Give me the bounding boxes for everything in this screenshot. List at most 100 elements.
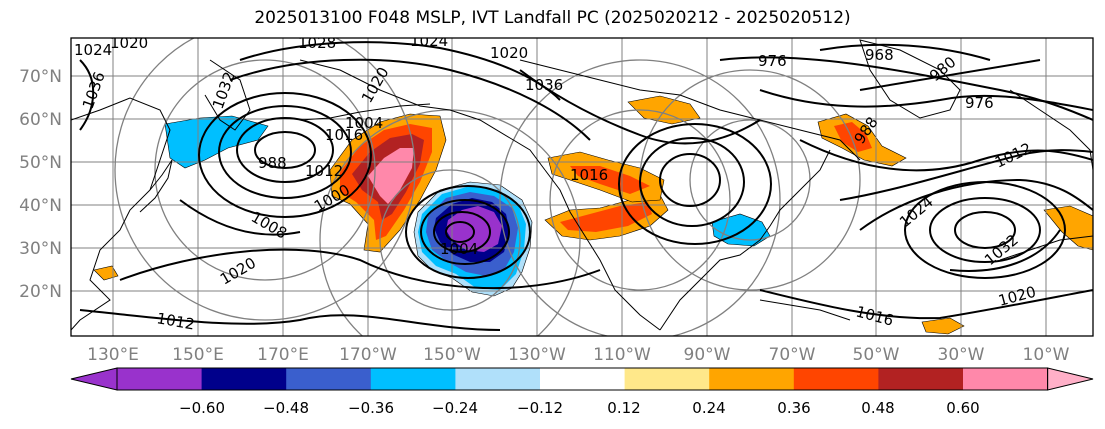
isobar-low-kamchatka-3 (218, 105, 352, 199)
colorbar-segment (370, 368, 456, 390)
coast-north-america-west (544, 169, 661, 331)
isobar-low-east-3 (618, 123, 772, 245)
ivt-labrador-red (834, 122, 872, 152)
isobar-low-kamchatka-2 (236, 117, 334, 183)
isobar-1036-west (79, 59, 95, 131)
isobar-label-1012-w: 1012 (305, 162, 343, 180)
colorbar-tick-6: 0.24 (692, 399, 726, 417)
isobar-label-976-e: 976 (965, 94, 994, 112)
isobar-low-kamchatka-4 (198, 92, 372, 218)
lon-label-30w: 30°W (937, 345, 985, 365)
range-rings (114, 38, 861, 336)
isobar-label-1020-nw: 1020 (110, 34, 148, 52)
colorbar-tick-0: −0.60 (179, 399, 225, 417)
colorbar-tick-3: −0.24 (432, 399, 478, 417)
colorbar-tick-1: −0.48 (263, 399, 309, 417)
lat-label-70n: 70°N (19, 67, 62, 87)
figure-title: 2025013100 F048 MSLP, IVT Landfall PC (2… (254, 8, 851, 28)
colorbar-segment (201, 368, 287, 390)
map-frame (70, 37, 1094, 337)
colorbar-tick-7: 0.36 (777, 399, 811, 417)
ivt-africa-orange (921, 317, 965, 335)
mslp-isobars (79, 41, 1093, 331)
isobar-968 (819, 43, 991, 61)
isobar-label-1024-n: 1024 (410, 32, 448, 50)
isobar-label-976-n: 976 (758, 52, 787, 70)
coast-aleutians (299, 103, 431, 121)
lon-label-130e: 130°E (87, 345, 139, 365)
isobar-low-east-2 (639, 137, 745, 227)
isobar-label-1004-bering: 1004 (345, 114, 383, 132)
ivt-rockies-red (570, 166, 650, 194)
isobar-1024-north (229, 58, 591, 141)
lon-label-170w: 170°W (339, 345, 397, 365)
isobar-1016-atlantic (759, 289, 1093, 320)
isobar-low-pacific-4 (405, 185, 531, 279)
colorbar-tick-2: −0.36 (348, 399, 394, 417)
isobar-988 (759, 89, 1093, 111)
isobar-high-atlantic-2 (929, 197, 1041, 263)
lat-label-30n: 30°N (19, 239, 62, 259)
isobar-1020-atl (859, 178, 1093, 231)
isobar-label-968: 968 (865, 46, 894, 64)
isobar-label-1028: 1028 (298, 34, 336, 52)
colorbar-segment (793, 368, 879, 390)
isobar-label-1020-n: 1020 (490, 44, 528, 62)
isobar-label-1024-nw: 1024 (74, 41, 112, 59)
colorbar-tick-5: 0.12 (607, 399, 641, 417)
isobar-1032-atl (949, 229, 1061, 272)
isobar-high-atlantic-1 (954, 211, 1016, 249)
lon-label-110w: 110°W (593, 345, 651, 365)
colorbar-extend-low (70, 367, 118, 391)
colorbar-tick-9: 0.60 (946, 399, 980, 417)
isobar-1016-na (519, 69, 761, 145)
lon-label-130w: 130°W (508, 345, 566, 365)
isobar-label-1016-na: 1016 (570, 166, 608, 184)
lon-label-50w: 50°W (852, 345, 900, 365)
colorbar-segment (963, 368, 1049, 390)
lat-label-60n: 60°N (19, 110, 62, 130)
isobar-low-kamchatka-1 (254, 131, 316, 169)
isobar-label-1036-n: 1036 (525, 76, 563, 94)
lat-label-20n: 20°N (19, 282, 62, 302)
isobar-976 (719, 56, 1093, 121)
colorbar (70, 367, 1094, 391)
lon-label-70w: 70°W (768, 345, 816, 365)
isobar-980 (859, 59, 1041, 91)
colorbar-segment (540, 368, 626, 390)
ivt-positive-anomaly (93, 95, 1093, 335)
colorbar-extend-high (1047, 367, 1094, 391)
coast-japan (139, 159, 173, 213)
lat-label-50n: 50°N (19, 153, 62, 173)
coast-europe (1009, 89, 1093, 171)
coast-alaska (299, 59, 546, 171)
isobar-low-pacific-1 (445, 221, 475, 243)
coast-caribbean (759, 299, 851, 321)
coast-canada-arctic (519, 59, 861, 161)
isobar-low-east-1 (659, 153, 721, 207)
isobar-label-988-w: 988 (258, 154, 287, 172)
lon-label-10w: 10°W (1022, 345, 1070, 365)
isobar-low-pacific-2 (433, 211, 491, 253)
isobar-1000 (799, 139, 1093, 172)
colorbar-segment (878, 368, 964, 390)
ivt-atlantic-orange (1043, 205, 1093, 251)
isobar-label-1016-bering: 1016 (325, 126, 363, 144)
ivt-hudson-orange (627, 95, 701, 125)
isobar-low-pacific-3 (420, 199, 510, 265)
lat-label-40n: 40°N (19, 196, 62, 216)
coast-greenland (859, 39, 961, 119)
colorbar-tick-4: −0.12 (517, 399, 563, 417)
lon-label-170e: 170°E (257, 345, 309, 365)
colorbar-tick-8: 0.48 (861, 399, 895, 417)
ivt-west-coast-red (560, 202, 652, 232)
isobar-1020-south (119, 248, 601, 290)
isobar-1008-pacific (179, 199, 301, 236)
isobar-1012-north-atl (839, 149, 1093, 201)
isobar-label-1004-pacific: 1004 (440, 240, 478, 258)
colorbar-segment (117, 368, 203, 390)
colorbar-segment (624, 368, 710, 390)
ivt-asia-orange (93, 265, 119, 281)
